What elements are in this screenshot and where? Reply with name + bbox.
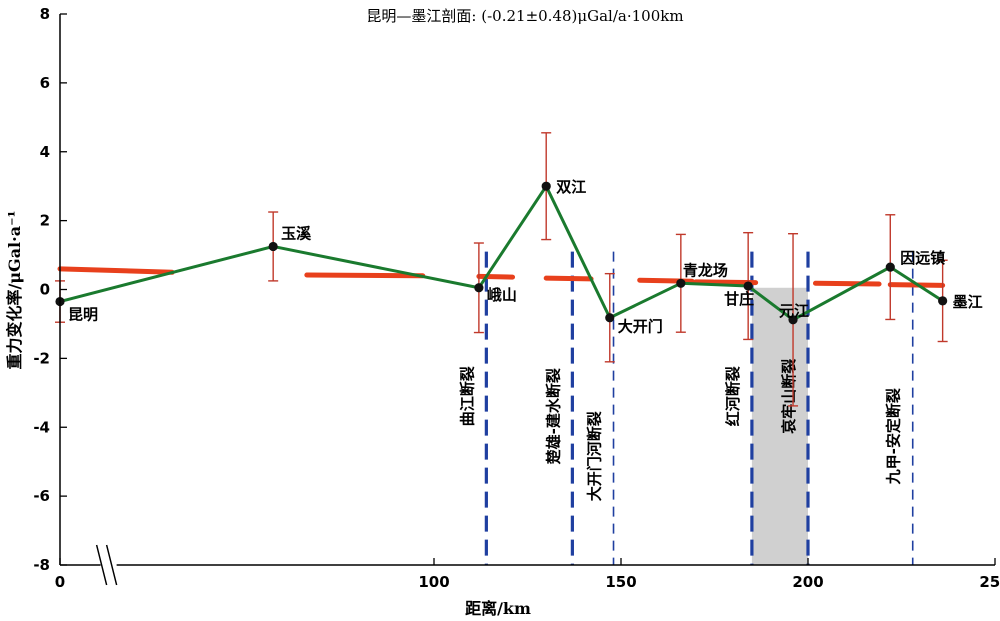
station-label: 玉溪 xyxy=(281,224,312,242)
y-axis-label: 重力变化率/μGal·a⁻¹ xyxy=(5,210,24,369)
fault-label: 楚雄-建水断裂 xyxy=(544,368,562,464)
x-tick-label: 200 xyxy=(792,573,823,591)
axis-break-mark xyxy=(95,544,108,586)
y-tick-label: -2 xyxy=(33,349,50,367)
fault-label: 大开门河断裂 xyxy=(586,411,604,501)
trend-segment xyxy=(476,273,516,280)
data-point xyxy=(743,281,753,291)
data-point xyxy=(788,315,798,325)
station-label: 甘庄 xyxy=(724,290,754,308)
fault-label: 九甲-安定断裂 xyxy=(885,388,903,485)
data-point xyxy=(885,262,895,272)
series-line xyxy=(59,184,944,322)
y-tick-label: 0 xyxy=(40,281,50,299)
trend-segment xyxy=(57,266,175,275)
station-label: 双江 xyxy=(556,178,586,196)
y-tick-label: -8 xyxy=(33,556,50,574)
x-axis-label: 距离/km xyxy=(465,599,531,618)
data-point xyxy=(268,241,278,252)
data-point xyxy=(605,313,615,323)
station-label: 峨山 xyxy=(487,286,517,304)
station-label: 大开门 xyxy=(618,318,663,336)
y-tick-label: -4 xyxy=(33,418,50,436)
chart-title: 昆明—墨江剖面: (-0.21±0.48)μGal/a·100km xyxy=(366,7,683,25)
data-point xyxy=(676,278,686,288)
station-label: 墨江 xyxy=(953,293,983,311)
axes-layer: 8 6 4 2 0 -2 -4 -6 -8 0 100 150 200 250 xyxy=(33,5,1000,591)
y-tick-label: 4 xyxy=(40,143,50,161)
series-line-layer xyxy=(59,184,944,322)
y-tick-label: 8 xyxy=(40,5,50,23)
y-tick-label: 2 xyxy=(40,212,50,230)
y-tick-label: 6 xyxy=(40,74,50,92)
x-tick-label: 150 xyxy=(605,573,636,591)
faults-layer: 曲江断裂 楚雄-建水断裂 大开门河断裂 红河断裂 哀牢山断裂 九甲-安定断裂 xyxy=(458,251,914,565)
data-point xyxy=(541,181,551,191)
station-label: 青龙场 xyxy=(683,261,728,279)
trend-segment xyxy=(812,280,882,287)
trend-segment xyxy=(543,275,594,282)
x-tick-label: 0 xyxy=(55,573,65,591)
x-tick-label: 100 xyxy=(418,573,449,591)
fault-label: 哀牢山断裂 xyxy=(780,359,798,434)
data-point xyxy=(938,296,948,306)
station-label: 因远镇 xyxy=(900,249,945,267)
shaded-zone xyxy=(751,287,808,565)
x-tick-label: 250 xyxy=(979,573,1000,591)
shaded-zone-layer xyxy=(751,287,808,565)
trend-segment xyxy=(304,272,426,279)
fault-label: 红河断裂 xyxy=(724,366,742,426)
axis-break-mark xyxy=(105,544,118,586)
station-label: 昆明 xyxy=(68,306,98,324)
y-tick-label: -6 xyxy=(33,487,50,505)
data-point xyxy=(474,283,484,293)
trend-layer xyxy=(57,266,946,288)
station-label: 元江 xyxy=(779,302,809,320)
fault-label: 曲江断裂 xyxy=(458,366,476,426)
